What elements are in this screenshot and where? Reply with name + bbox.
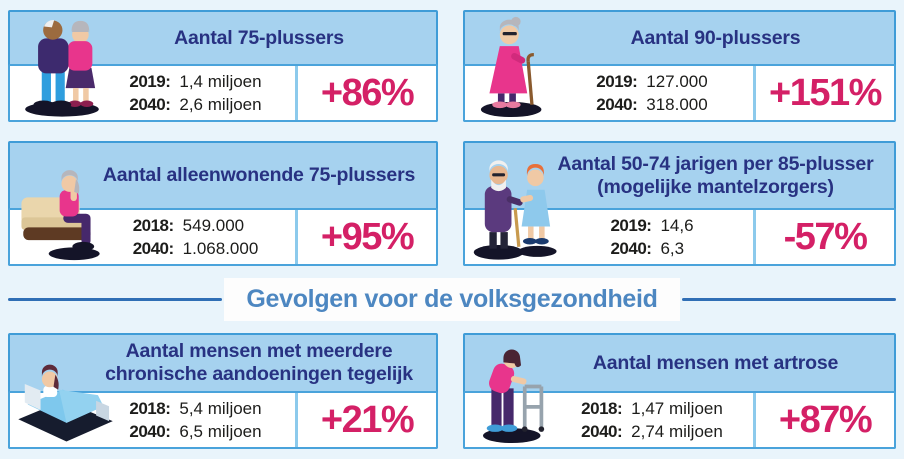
panel-alleenwonende-75-plussers: Aantal alleenwonende 75-plussers 2018: 5… (8, 141, 438, 266)
stats-divider (753, 210, 756, 264)
stat-year: 2040: (610, 238, 652, 258)
stat-value: 6,5 miljoen (179, 421, 262, 441)
stat-year: 2040: (596, 94, 638, 114)
stats-divider (295, 66, 298, 120)
change-percentage: +21% (320, 398, 415, 441)
section-heading: Gevolgen voor de volksgezondheid (8, 277, 896, 321)
change-cell: -57% (756, 210, 894, 264)
heading-line-left (8, 297, 223, 301)
panel-title-line1: Aantal 50-74 jarigen per 85-plusser (557, 152, 874, 175)
change-percentage: +95% (320, 215, 415, 258)
change-cell: +87% (756, 393, 894, 447)
panel-mantelzorgers: Aantal 50-74 jarigen per 85-plusser (mog… (463, 141, 896, 266)
panel-title: Aantal 90-plussers (547, 12, 884, 64)
stat-value: 5,4 miljoen (179, 399, 262, 419)
change-cell: +151% (756, 66, 894, 120)
stats-box: 2019: 127.000 2040: 318.000 +151% (463, 64, 896, 122)
stat-value: 549.000 (182, 216, 245, 236)
panel-title-line1: Aantal mensen met artrose (592, 351, 839, 374)
stat-value: 14,6 (660, 216, 694, 236)
woman-on-sofa-icon (16, 160, 116, 262)
panel-title-line2: (mogelijke mantelzorgers) (597, 175, 834, 198)
stats-divider (753, 66, 756, 120)
panel-title-line1: Aantal mensen met meerdere (125, 340, 393, 362)
panel-chronische-aandoeningen: Aantal mensen met meerdere chronische aa… (8, 333, 438, 449)
stat-year: 2019: (610, 216, 652, 236)
stat-year: 2018: (129, 399, 171, 419)
stats-values: 2018: 1,47 miljoen 2040: 2,74 miljoen (465, 393, 753, 447)
panel-title-line1: Aantal alleenwonende 75-plussers (102, 164, 416, 186)
change-cell: +21% (298, 393, 436, 447)
stats-divider (295, 210, 298, 264)
stats-divider (295, 393, 298, 447)
elderly-man-with-caregiver-icon (471, 158, 563, 262)
panel-artrose: Aantal mensen met artrose 2018: 1,47 mil… (463, 333, 896, 449)
stat-year: 2018: (132, 216, 174, 236)
heading-line-right (681, 297, 896, 301)
stat-year: 2018: (581, 399, 623, 419)
panel-title-line1: Aantal 90-plussers (630, 26, 801, 49)
panel-title-line2: chronische aandoeningen tegelijk (105, 363, 413, 385)
stat-value: 1,4 miljoen (179, 72, 262, 92)
stat-value: 1,47 miljoen (631, 399, 723, 419)
hospital-bed-icon (12, 347, 120, 447)
panel-title: Aantal 50-74 jarigen per 85-plusser (mog… (547, 143, 884, 208)
stat-year: 2019: (596, 72, 638, 92)
stats-values: 2019: 127.000 2040: 318.000 (465, 66, 753, 120)
stat-year: 2040: (581, 421, 623, 441)
change-percentage: -57% (783, 215, 868, 258)
stat-value: 6,3 (660, 238, 685, 258)
panel-75-plussers: Aantal 75-plussers 2019: 1,4 miljoen 204… (8, 10, 438, 122)
change-percentage: +87% (778, 398, 873, 441)
panel-title: Aantal mensen met artrose (547, 335, 884, 391)
stat-value: 2,74 miljoen (631, 421, 723, 441)
stat-year: 2040: (129, 94, 171, 114)
stats-box: 2018: 1,47 miljoen 2040: 2,74 miljoen +8… (463, 391, 896, 449)
change-cell: +95% (298, 210, 436, 264)
change-percentage: +151% (769, 71, 882, 114)
panel-title: Aantal mensen met meerdere chronische aa… (92, 335, 426, 391)
stats-values: 2018: 549.000 2040: 1.068.000 (10, 210, 295, 264)
stat-value: 318.000 (646, 94, 708, 114)
stat-value: 1.068.000 (182, 238, 259, 258)
section-heading-text: Gevolgen voor de volksgezondheid (224, 277, 680, 321)
elderly-couple-icon (16, 14, 108, 118)
panel-title: Aantal 75-plussers (92, 12, 426, 64)
panel-title-line1: Aantal 75-plussers (174, 26, 344, 49)
woman-with-walker-icon (471, 341, 559, 445)
panel-title: Aantal alleenwonende 75-plussers (92, 143, 426, 208)
stat-value: 127.000 (646, 72, 708, 92)
stats-divider (753, 393, 756, 447)
stat-year: 2019: (129, 72, 171, 92)
panel-90-plussers: Aantal 90-plussers 2019: 127.000 2040: 3… (463, 10, 896, 122)
stat-year: 2040: (132, 238, 174, 258)
change-percentage: +86% (320, 71, 415, 114)
stats-values: 2018: 5,4 miljoen 2040: 6,5 miljoen (10, 393, 295, 447)
stat-value: 2,6 miljoen (179, 94, 262, 114)
stats-values: 2019: 1,4 miljoen 2040: 2,6 miljoen (10, 66, 295, 120)
stats-values: 2019: 14,6 2040: 6,3 (465, 210, 753, 264)
change-cell: +86% (298, 66, 436, 120)
elderly-woman-cane-icon (471, 14, 557, 118)
stat-year: 2040: (129, 421, 171, 441)
